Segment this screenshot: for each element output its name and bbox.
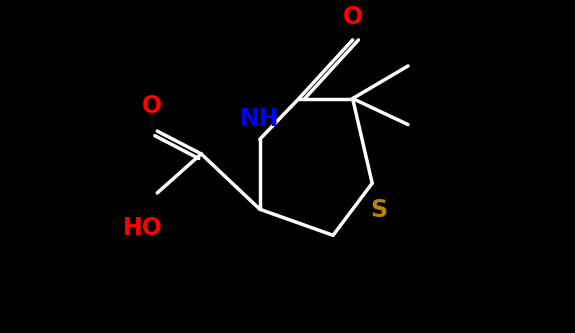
Text: O: O	[343, 5, 363, 29]
Text: S: S	[370, 198, 387, 222]
Text: HO: HO	[122, 216, 163, 240]
Text: O: O	[142, 94, 162, 118]
Text: NH: NH	[240, 107, 279, 131]
